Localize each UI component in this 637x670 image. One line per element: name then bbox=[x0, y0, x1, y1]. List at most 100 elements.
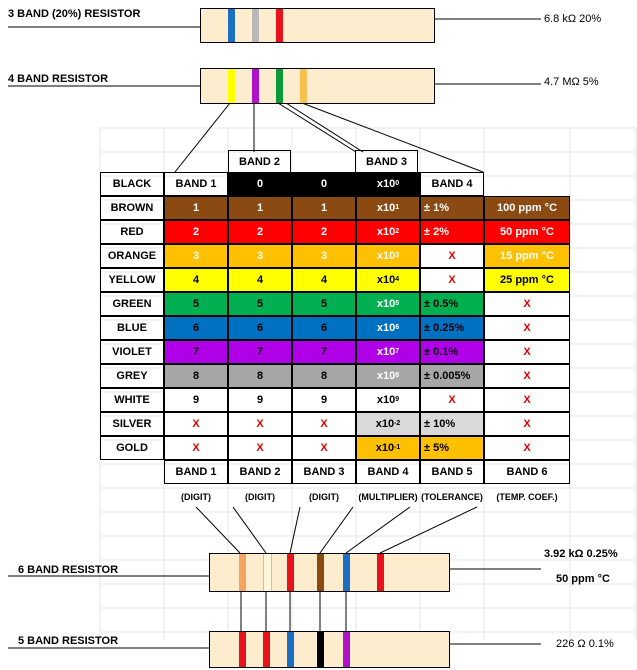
footer-band-label: BAND 4 bbox=[356, 460, 420, 484]
six-band-value-temp: 50 ppm °C bbox=[556, 573, 610, 585]
temp-coef-cell: X bbox=[484, 316, 570, 340]
digit-cell: 8 bbox=[228, 364, 292, 388]
digit-cell: 8 bbox=[164, 364, 228, 388]
six-band-label: 6 BAND RESISTOR bbox=[18, 564, 119, 576]
resistor-band bbox=[252, 69, 259, 103]
tolerance-cell: ± 0.1% bbox=[420, 340, 484, 364]
resistor-band bbox=[343, 632, 350, 667]
digit-cell: 6 bbox=[228, 316, 292, 340]
digit-cell: 3 bbox=[228, 244, 292, 268]
digit-cell: 4 bbox=[164, 268, 228, 292]
three-band-resistor bbox=[200, 8, 435, 43]
row-name-grey: GREY bbox=[100, 364, 164, 388]
multiplier-cell: x10 9 bbox=[356, 388, 420, 412]
digit-cell: 2 bbox=[292, 220, 356, 244]
four-band-value: 4.7 MΩ 5% bbox=[544, 76, 599, 88]
tolerance-cell: ± 10% bbox=[420, 412, 484, 436]
footer-band-label: BAND 1 bbox=[164, 460, 228, 484]
digit-cell: 5 bbox=[228, 292, 292, 316]
digit-cell: X bbox=[292, 412, 356, 436]
multiplier-cell: x10 4 bbox=[356, 268, 420, 292]
digit-cell: 2 bbox=[164, 220, 228, 244]
resistor-band bbox=[343, 554, 350, 591]
row-name-brown: BROWN bbox=[100, 196, 164, 220]
digit-cell: 1 bbox=[292, 196, 356, 220]
black-digit-cell: 0 bbox=[292, 172, 356, 196]
resistor-band bbox=[252, 9, 259, 42]
four-band-resistor bbox=[200, 68, 435, 104]
multiplier-cell: x10 -2 bbox=[356, 412, 420, 436]
row-name-blue: BLUE bbox=[100, 316, 164, 340]
resistor-band bbox=[239, 554, 246, 591]
digit-cell: 7 bbox=[228, 340, 292, 364]
temp-coef-cell: 25 ppm °C bbox=[484, 268, 570, 292]
multiplier-cell: x10 6 bbox=[356, 316, 420, 340]
digit-cell: X bbox=[164, 436, 228, 460]
digit-cell: X bbox=[228, 436, 292, 460]
digit-cell: 3 bbox=[292, 244, 356, 268]
digit-cell: X bbox=[292, 436, 356, 460]
resistor-band bbox=[263, 554, 272, 591]
temp-coef-cell: 15 ppm °C bbox=[484, 244, 570, 268]
band1-header: BAND 1 bbox=[164, 172, 228, 196]
black-digit-cell: 0 bbox=[228, 172, 292, 196]
tolerance-cell: ± 1% bbox=[420, 196, 484, 220]
digit-cell: 3 bbox=[164, 244, 228, 268]
tolerance-cell: X bbox=[420, 244, 484, 268]
band-role-label: (TOLERANCE) bbox=[421, 492, 483, 502]
resistor-band bbox=[287, 632, 294, 667]
digit-cell: 6 bbox=[164, 316, 228, 340]
row-name-yellow: YELLOW bbox=[100, 268, 164, 292]
multiplier-cell: x10 8 bbox=[356, 364, 420, 388]
resistor-band bbox=[263, 632, 270, 667]
three-band-label: 3 BAND (20%) RESISTOR bbox=[8, 8, 141, 20]
row-name-gold: GOLD bbox=[100, 436, 164, 460]
digit-cell: 5 bbox=[292, 292, 356, 316]
digit-cell: 4 bbox=[292, 268, 356, 292]
footer-band-label: BAND 3 bbox=[292, 460, 356, 484]
resistor-band bbox=[276, 9, 283, 42]
resistor-band bbox=[276, 69, 283, 103]
row-name-violet: VIOLET bbox=[100, 340, 164, 364]
temp-coef-cell: 100 ppm °C bbox=[484, 196, 570, 220]
tolerance-cell: X bbox=[420, 268, 484, 292]
digit-cell: 9 bbox=[164, 388, 228, 412]
temp-coef-cell: X bbox=[484, 364, 570, 388]
multiplier-cell: x10 -1 bbox=[356, 436, 420, 460]
resistor-band bbox=[287, 554, 294, 591]
five-band-value: 226 Ω 0.1% bbox=[556, 638, 614, 650]
digit-cell: X bbox=[164, 412, 228, 436]
tolerance-cell: ± 0.005% bbox=[420, 364, 484, 388]
five-band-label: 5 BAND RESISTOR bbox=[18, 635, 119, 647]
temp-coef-cell: X bbox=[484, 388, 570, 412]
resistor-band bbox=[239, 632, 246, 667]
row-name-black: BLACK bbox=[100, 172, 164, 196]
digit-cell: 7 bbox=[164, 340, 228, 364]
footer-band-label: BAND 2 bbox=[228, 460, 292, 484]
four-band-label: 4 BAND RESISTOR bbox=[8, 73, 109, 85]
tolerance-cell: ± 2% bbox=[420, 220, 484, 244]
temp-coef-cell: X bbox=[484, 340, 570, 364]
row-name-orange: ORANGE bbox=[100, 244, 164, 268]
six-band-value: 3.92 kΩ 0.25% bbox=[544, 548, 618, 560]
resistor-band bbox=[317, 554, 324, 591]
band-role-label: (DIGIT) bbox=[309, 492, 339, 502]
band-role-label: (MULTIPLIER) bbox=[358, 492, 418, 502]
resistor-band bbox=[300, 69, 307, 103]
temp-coef-cell: 50 ppm °C bbox=[484, 220, 570, 244]
row-name-green: GREEN bbox=[100, 292, 164, 316]
band2-top-header: BAND 2 bbox=[228, 150, 291, 173]
tolerance-cell: X bbox=[420, 388, 484, 412]
digit-cell: 9 bbox=[228, 388, 292, 412]
five-band-resistor bbox=[209, 631, 450, 668]
temp-coef-cell: X bbox=[484, 436, 570, 460]
band-role-label: (DIGIT) bbox=[181, 492, 211, 502]
row-name-red: RED bbox=[100, 220, 164, 244]
black-multiplier-cell: x10 0 bbox=[356, 172, 420, 196]
resistor-band bbox=[228, 69, 235, 103]
digit-cell: 8 bbox=[292, 364, 356, 388]
multiplier-cell: x10 5 bbox=[356, 292, 420, 316]
band-role-label: (TEMP. COEF.) bbox=[496, 492, 558, 502]
resistor-band bbox=[317, 632, 324, 667]
